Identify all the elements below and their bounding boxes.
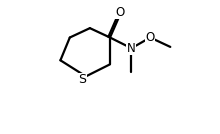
Text: O: O [115,5,124,19]
Text: N: N [127,42,136,55]
Text: S: S [79,73,86,86]
Text: O: O [146,31,155,44]
